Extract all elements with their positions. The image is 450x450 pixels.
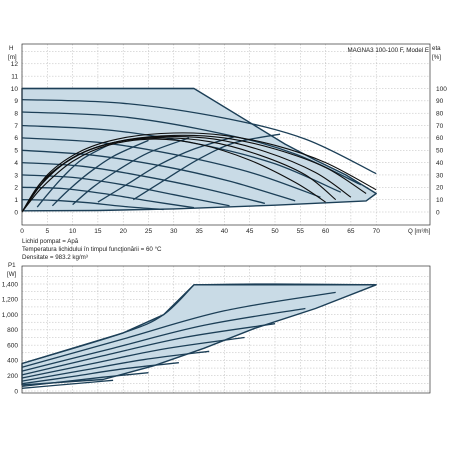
hq-y2-tick: 50 [436, 148, 444, 155]
hq-y2-tick: 70 [436, 123, 444, 130]
hq-x-tick: 70 [373, 228, 381, 235]
hq-x-tick: 5 [45, 228, 49, 235]
pump-model-title: MAGNA3 100-100 F, Model E [347, 47, 429, 54]
p1q-frame [21, 265, 431, 394]
p1q-power-curve [21, 336, 245, 379]
p1q-y-tick: 400 [7, 358, 18, 365]
hq-y-tick: 11 [11, 73, 18, 80]
fluid-note-3: Densitate = 983.2 kg/m³ [22, 254, 88, 261]
hq-y-tick: 4 [14, 160, 18, 167]
hq-y-tick: 2 [14, 185, 18, 192]
hq-y2label-line2: [%] [432, 54, 441, 61]
hq-y2-tick: 90 [436, 98, 444, 105]
hq-fan-curves [36, 133, 281, 208]
hq-speed-curve [21, 111, 362, 186]
fluid-note-2: Temperatura lichidului în timpul funcţio… [22, 246, 162, 253]
hq-fan-curve [72, 137, 190, 206]
hq-y-tick: 8 [14, 111, 18, 118]
hq-y-tick: 7 [14, 123, 18, 130]
p1q-power-curve [21, 291, 336, 368]
hq-x-tick: 0 [20, 228, 24, 235]
hq-y-tick: 1 [14, 197, 18, 204]
p1q-y-tick-labels: 0 200 400 600 800 1,000 1,200 1,400 [2, 281, 19, 395]
hq-y2-tick: 10 [436, 197, 444, 204]
eta-curve [21, 132, 377, 213]
hq-x-tick: 60 [322, 228, 330, 235]
p1q-y-tick: 600 [7, 342, 18, 349]
fluid-note-1: Lichid pompat = Apă [22, 238, 79, 245]
hq-y2-tick: 20 [436, 185, 444, 192]
hq-x-tick: 55 [297, 228, 305, 235]
hq-y2-tick: 100 [436, 86, 447, 93]
hq-operating-region [21, 87, 377, 212]
p1q-ylabel-line1: P1 [8, 262, 16, 269]
p1q-power-curve [21, 323, 276, 376]
hq-fan-curve [36, 142, 114, 208]
hq-fan-curve [51, 139, 149, 207]
hq-x-tick-labels: 0 5 10 15 20 25 30 35 40 45 50 55 60 65 70 [20, 228, 380, 235]
hq-x-tick: 35 [195, 228, 203, 235]
hq-y-tick: 0 [14, 209, 18, 216]
hq-x-tick: 25 [145, 228, 153, 235]
p1q-power-curve [21, 362, 179, 385]
p1q-y-tick: 1,200 [2, 297, 19, 304]
hq-y2-tick-labels: 0 10 20 30 40 50 60 70 80 90 100 [436, 86, 447, 217]
p1q-power-curve [21, 307, 306, 372]
hq-y2-tick: 40 [436, 160, 444, 167]
p1q-power-curve [21, 350, 210, 382]
p1q-power-curves [21, 283, 377, 389]
p1q-y-tick: 1,000 [2, 312, 19, 319]
hq-y-tick: 12 [11, 61, 19, 68]
hq-x-tick: 15 [94, 228, 102, 235]
p1q-ylabel-line2: [W] [7, 271, 17, 278]
hq-xlabel: Q [m³/h] [408, 228, 431, 235]
p1q-y-tick: 200 [7, 373, 18, 380]
hq-frame [21, 43, 431, 226]
hq-y-tick: 9 [14, 98, 18, 105]
p1q-y-tick: 0 [14, 388, 18, 395]
hq-y2-tick: 30 [436, 172, 444, 179]
hq-x-tick: 30 [170, 228, 178, 235]
hq-y2-tick: 80 [436, 111, 444, 118]
p1q-power-curve [21, 379, 114, 389]
hq-x-tick: 65 [347, 228, 355, 235]
hq-speed-curve [21, 98, 377, 175]
p1q-power-curve [193, 283, 377, 286]
hq-x-tick: 50 [271, 228, 279, 235]
hq-speed-curve [21, 137, 321, 198]
hq-y2-tick: 0 [436, 209, 440, 216]
hq-x-tick: 10 [69, 228, 77, 235]
hq-x-tick: 40 [221, 228, 229, 235]
hq-x-tick: 20 [120, 228, 128, 235]
hq-y2-tick: 60 [436, 135, 444, 142]
p1q-panel: 0 200 400 600 800 1,000 1,200 1,400 P1 [W] [2, 262, 431, 395]
hq-ylabel-line1: H [9, 45, 13, 52]
p1q-y-tick: 800 [7, 327, 18, 334]
hq-y2label-line1: eta [432, 45, 441, 52]
hq-panel: 0 5 10 15 20 25 30 35 40 45 50 55 60 65 70 01234567891… [8, 43, 447, 261]
hq-speed-curve [21, 174, 230, 207]
eta-curve [21, 138, 326, 213]
hq-y-tick: 3 [14, 172, 18, 179]
hq-y-tick: 10 [11, 86, 19, 93]
p1q-power-curve [21, 372, 149, 388]
p1q-power-curve [21, 284, 195, 365]
hq-speed-curve [21, 186, 195, 209]
hq-x-tick: 45 [246, 228, 254, 235]
hq-speed-curve [21, 149, 296, 202]
hq-envelope [21, 87, 377, 212]
eta-curve [21, 136, 352, 213]
hq-fan-curve [97, 136, 235, 203]
hq-y-tick: 6 [14, 135, 18, 142]
hq-efficiency-curves [21, 132, 377, 213]
p1q-y-tick: 1,400 [2, 281, 19, 288]
hq-y-tick: 5 [14, 148, 18, 155]
eta-curve [21, 137, 337, 213]
hq-ylabel-line2: [m] [8, 54, 17, 61]
